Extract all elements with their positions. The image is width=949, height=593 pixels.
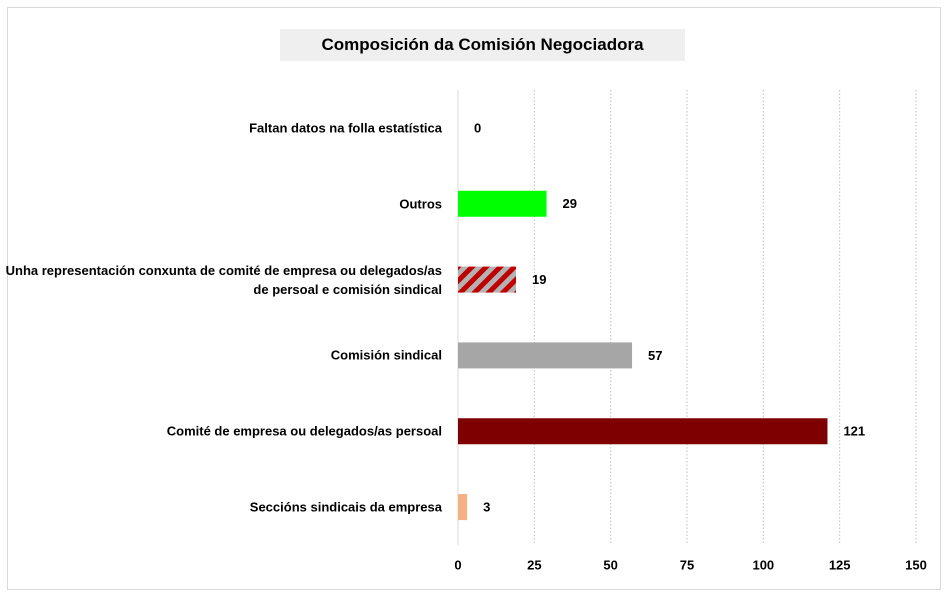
y-tick-label: Comité de empresa ou delegados/as persoa… xyxy=(166,423,442,439)
x-tick-label: 100 xyxy=(752,557,774,572)
y-tick-label: Seccións sindicais da empresa xyxy=(249,499,442,515)
chart-frame xyxy=(7,7,941,590)
value-label: 3 xyxy=(483,500,490,515)
x-tick-label: 125 xyxy=(829,557,851,572)
x-tick-label: 75 xyxy=(680,557,694,572)
bar xyxy=(458,418,828,445)
bar xyxy=(458,190,547,217)
y-tick-label: Comisión sindical xyxy=(330,347,442,363)
x-tick-label: 50 xyxy=(603,557,617,572)
bar xyxy=(458,494,468,521)
y-tick-label: Faltan datos na folla estatística xyxy=(249,120,442,136)
y-tick-label: Unha representación conxunta de comité d… xyxy=(5,262,442,297)
bar xyxy=(458,342,633,369)
x-tick-label: 0 xyxy=(454,557,461,572)
y-tick-label: Outros xyxy=(399,196,442,212)
chart-title: Composición da Comisión Negociadora xyxy=(280,29,685,61)
value-label: 19 xyxy=(532,272,546,287)
x-tick-label: 25 xyxy=(527,557,541,572)
value-label: 0 xyxy=(474,120,481,135)
value-label: 57 xyxy=(648,348,662,363)
value-label: 121 xyxy=(843,424,865,439)
value-label: 29 xyxy=(563,196,577,211)
x-tick-label: 150 xyxy=(905,557,927,572)
bar xyxy=(458,266,517,293)
